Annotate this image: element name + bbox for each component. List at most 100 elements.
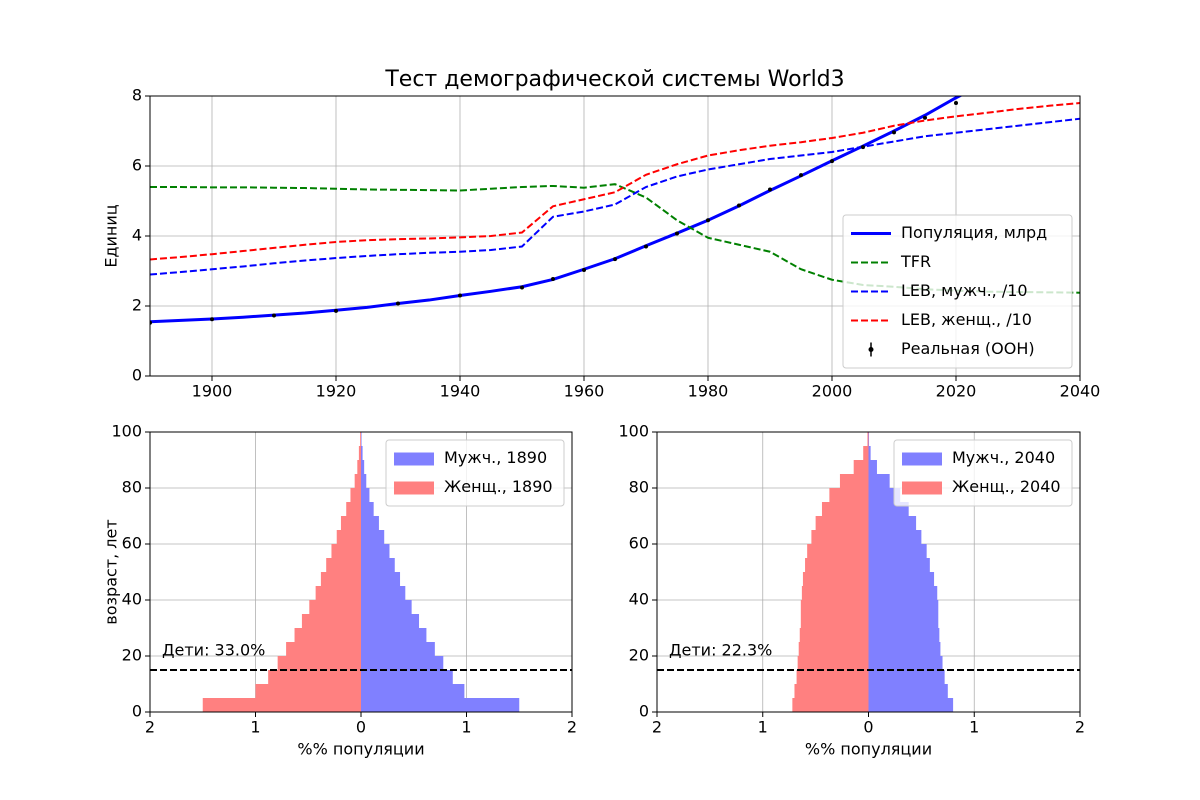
x-tick-label: 0 bbox=[863, 718, 873, 737]
data-point bbox=[954, 101, 958, 105]
bar bbox=[868, 446, 871, 460]
legend-label: Женщ., 2040 bbox=[952, 477, 1061, 496]
bar bbox=[792, 698, 869, 712]
bar bbox=[361, 446, 363, 460]
bar bbox=[868, 474, 890, 488]
bar bbox=[326, 558, 361, 572]
bar bbox=[799, 628, 869, 642]
annotation: Дети: 33.0% bbox=[162, 641, 265, 660]
bar bbox=[331, 544, 361, 558]
bar bbox=[796, 670, 869, 684]
x-tick-label: 2040 bbox=[1060, 382, 1101, 401]
legend-swatch bbox=[394, 481, 434, 495]
y-tick-label: 80 bbox=[122, 478, 142, 497]
y-tick-label: 40 bbox=[629, 590, 649, 609]
bar bbox=[360, 432, 361, 446]
data-point bbox=[582, 267, 586, 272]
data-point bbox=[644, 244, 648, 249]
chart: 1900 1920 1940 1960 1980 2000 2020 2040 0 2 4 6 8 Тес… bbox=[102, 67, 1101, 401]
series-line bbox=[150, 183, 1080, 294]
bar bbox=[350, 488, 361, 502]
data-point bbox=[799, 173, 803, 178]
bar bbox=[829, 488, 869, 502]
bar bbox=[268, 670, 361, 684]
data-point bbox=[737, 203, 741, 208]
data-point bbox=[706, 218, 710, 223]
bar bbox=[868, 698, 954, 712]
x-tick-label: 1920 bbox=[316, 382, 357, 401]
bar bbox=[361, 530, 385, 544]
bar bbox=[868, 488, 901, 502]
bar bbox=[361, 628, 427, 642]
plot-area bbox=[150, 96, 1080, 325]
bar bbox=[309, 600, 361, 614]
x-tick-label: 1900 bbox=[192, 382, 233, 401]
legend-swatch bbox=[394, 452, 434, 466]
x-tick-label: 1 bbox=[250, 718, 260, 737]
x-tick-label: 2 bbox=[652, 718, 662, 737]
bar bbox=[811, 530, 869, 544]
y-tick-label: 2 bbox=[132, 296, 142, 315]
bar bbox=[361, 516, 379, 530]
data-point bbox=[613, 257, 617, 262]
bar bbox=[361, 432, 362, 446]
bar bbox=[867, 432, 869, 446]
bar bbox=[800, 614, 869, 628]
bar bbox=[320, 572, 361, 586]
x-tick-label: 2000 bbox=[812, 382, 853, 401]
data-point bbox=[272, 313, 276, 318]
bar bbox=[800, 600, 869, 614]
bar bbox=[839, 474, 869, 488]
x-tick-label: 1940 bbox=[440, 382, 481, 401]
bar bbox=[361, 502, 374, 516]
bar bbox=[815, 516, 869, 530]
bar bbox=[868, 530, 922, 544]
bar bbox=[361, 614, 420, 628]
axes-frame bbox=[149, 95, 1081, 377]
chart-title: Тест демографической системы World3 bbox=[384, 67, 844, 92]
x-tick-label: 2 bbox=[1075, 718, 1085, 737]
bar bbox=[798, 642, 869, 656]
y-axis-label: возраст, лет bbox=[102, 519, 121, 624]
y-tick-label: 4 bbox=[132, 226, 142, 245]
plot-area bbox=[202, 432, 520, 712]
bar bbox=[863, 446, 869, 460]
bar bbox=[277, 656, 361, 670]
y-tick-label: 8 bbox=[132, 86, 142, 105]
bar bbox=[361, 474, 367, 488]
x-tick-label: 2 bbox=[567, 718, 577, 737]
bar bbox=[340, 516, 361, 530]
legend: Мужч., 1890 Женщ., 1890 bbox=[385, 439, 565, 507]
y-axis-label: Единиц bbox=[102, 204, 121, 267]
bar bbox=[868, 656, 943, 670]
annotation: Дети: 22.3% bbox=[669, 641, 772, 660]
bar bbox=[801, 586, 869, 600]
bar bbox=[794, 684, 869, 698]
x-tick-label: 0 bbox=[356, 718, 366, 737]
bar bbox=[357, 460, 361, 474]
data-point bbox=[520, 285, 524, 290]
bar bbox=[868, 642, 941, 656]
legend-label: Мужч., 2040 bbox=[952, 448, 1055, 467]
y-tick-label: 20 bbox=[629, 646, 649, 665]
bar bbox=[868, 432, 870, 446]
legend: Мужч., 2040 Женщ., 2040 bbox=[893, 439, 1073, 507]
bar bbox=[361, 670, 453, 684]
legend-label: Женщ., 1890 bbox=[444, 477, 553, 496]
bar bbox=[853, 460, 869, 474]
bar bbox=[346, 502, 361, 516]
bar bbox=[868, 572, 935, 586]
bar bbox=[868, 600, 939, 614]
bar bbox=[868, 670, 945, 684]
bar bbox=[868, 460, 877, 474]
data-point bbox=[210, 317, 214, 322]
y-tick-label: 60 bbox=[629, 534, 649, 553]
legend: Популяция, млрд TFR LEB, мужч., /10 LEB, же… bbox=[842, 214, 1073, 369]
bar bbox=[361, 558, 395, 572]
bar bbox=[361, 586, 406, 600]
x-tick-label: 1980 bbox=[688, 382, 729, 401]
bar bbox=[301, 614, 361, 628]
y-tick-label: 20 bbox=[122, 646, 142, 665]
